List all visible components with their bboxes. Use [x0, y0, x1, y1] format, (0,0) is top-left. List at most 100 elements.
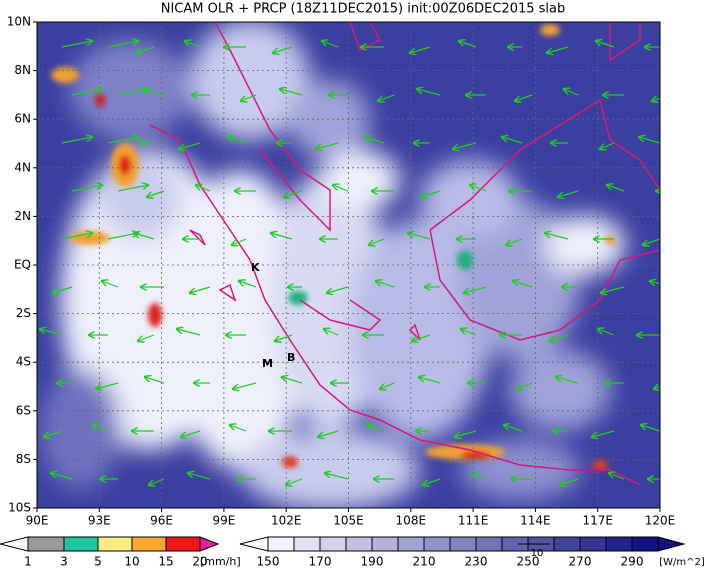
lon-label: 108E	[396, 514, 427, 528]
wind-arrow	[282, 377, 303, 384]
wind-arrow	[455, 430, 477, 437]
wind-arrow	[107, 41, 138, 48]
wind-arrow	[230, 425, 247, 432]
legend-label: 3	[60, 555, 68, 569]
wind-arrow	[545, 233, 569, 240]
colorbar-box	[267, 536, 295, 552]
lat-label: 6N	[14, 112, 31, 126]
wind-arrow	[107, 137, 138, 144]
wind-arrow	[333, 185, 349, 192]
colorbar-box	[27, 536, 65, 552]
colorbar-end	[199, 536, 220, 552]
legend-unit: [mm/h]	[200, 555, 241, 568]
colorbar-box	[449, 536, 477, 552]
wind-arrow	[639, 137, 660, 144]
wind-arrow	[233, 382, 257, 389]
wind-arrow	[506, 238, 523, 245]
wind-arrow	[275, 334, 293, 341]
colorbar-box	[371, 536, 399, 552]
wind-arrow	[598, 329, 615, 336]
lat-label: 8N	[14, 63, 31, 77]
wind-arrow	[284, 190, 303, 197]
wind-arrow	[367, 425, 385, 432]
colorbar-box	[319, 536, 347, 552]
colorbar-box	[345, 536, 373, 552]
wind-arrow	[44, 430, 63, 437]
wind-arrow	[378, 94, 395, 101]
wind-arrow	[61, 233, 92, 240]
wind-arrow	[61, 137, 92, 144]
wind-arrow	[652, 95, 660, 101]
wind-arrow	[138, 334, 155, 341]
colorbar-box	[475, 536, 503, 552]
wind-arrow	[241, 94, 257, 101]
wind-arrow	[71, 185, 102, 192]
lat-label: 4N	[14, 160, 31, 174]
wind-arrow	[188, 473, 211, 480]
lat-label: 4S	[16, 355, 31, 369]
wind-arrow	[286, 478, 303, 485]
lon-label: 102E	[271, 514, 302, 528]
lat-label: 6S	[16, 403, 31, 417]
wind-arrow	[419, 377, 441, 384]
station-label: M	[262, 357, 273, 370]
wind-arrow	[410, 46, 431, 53]
legend-label: 5	[94, 555, 102, 569]
wind-arrow	[502, 137, 523, 144]
wind-arrow	[136, 46, 155, 53]
legend-label: 170	[309, 555, 332, 569]
colorbar-end	[0, 536, 29, 552]
colorbar-box	[131, 536, 167, 552]
wind-arrow	[365, 137, 385, 144]
wind-arrow	[592, 430, 615, 437]
wind-arrow	[196, 185, 211, 192]
colorbar-box	[631, 536, 659, 552]
wind-arrow	[376, 281, 395, 288]
wind-arrow	[560, 478, 579, 485]
legend-label: 190	[361, 555, 384, 569]
wind-arrow	[472, 473, 487, 480]
wind-arrow	[601, 286, 625, 293]
wind-arrow	[417, 89, 441, 96]
colorbar-box	[63, 536, 99, 552]
wind-arrow	[408, 233, 431, 240]
wind-arrow	[316, 142, 339, 149]
wind-arrow	[145, 377, 165, 384]
lat-label: EQ	[14, 258, 31, 272]
wind-arrow	[556, 377, 579, 384]
lon-label: 114E	[520, 514, 551, 528]
colorbar-box	[397, 536, 425, 552]
wind-arrow	[40, 329, 63, 336]
lon-label: 99E	[212, 514, 235, 528]
wind-arrow	[517, 382, 533, 389]
legend-label: 150	[257, 555, 280, 569]
legend-label: 15	[158, 555, 173, 569]
wind-arrow	[324, 329, 339, 336]
lon-label: 96E	[150, 514, 173, 528]
wind-arrow	[271, 233, 293, 240]
wind-arrow	[177, 329, 201, 336]
lon-label: 117E	[582, 514, 613, 528]
legend-label: 1	[24, 555, 32, 569]
wind-arrow	[459, 41, 477, 48]
wind-arrow	[181, 430, 201, 437]
wind-arrow	[513, 281, 533, 288]
legend-label: 290	[621, 555, 644, 569]
lat-label: 10N	[7, 15, 31, 29]
wind-arrow	[641, 425, 660, 432]
legend-unit: [W/m^2]	[659, 557, 705, 568]
wind-arrow	[325, 473, 349, 480]
wind-arrow	[134, 233, 155, 240]
wind-arrow	[232, 238, 247, 245]
wind-arrow	[461, 329, 477, 336]
wind-arrow	[327, 286, 349, 293]
map-title: NICAM OLR + PRCP (18Z11DEC2015) init:00Z…	[161, 2, 566, 17]
wind-arrow	[412, 334, 431, 341]
wind-arrow	[609, 473, 625, 480]
wind-arrow	[318, 430, 339, 437]
wind-arrow	[190, 286, 211, 293]
lon-label: 93E	[88, 514, 111, 528]
lon-label: 90E	[26, 514, 49, 528]
colorbar-box	[423, 536, 451, 552]
